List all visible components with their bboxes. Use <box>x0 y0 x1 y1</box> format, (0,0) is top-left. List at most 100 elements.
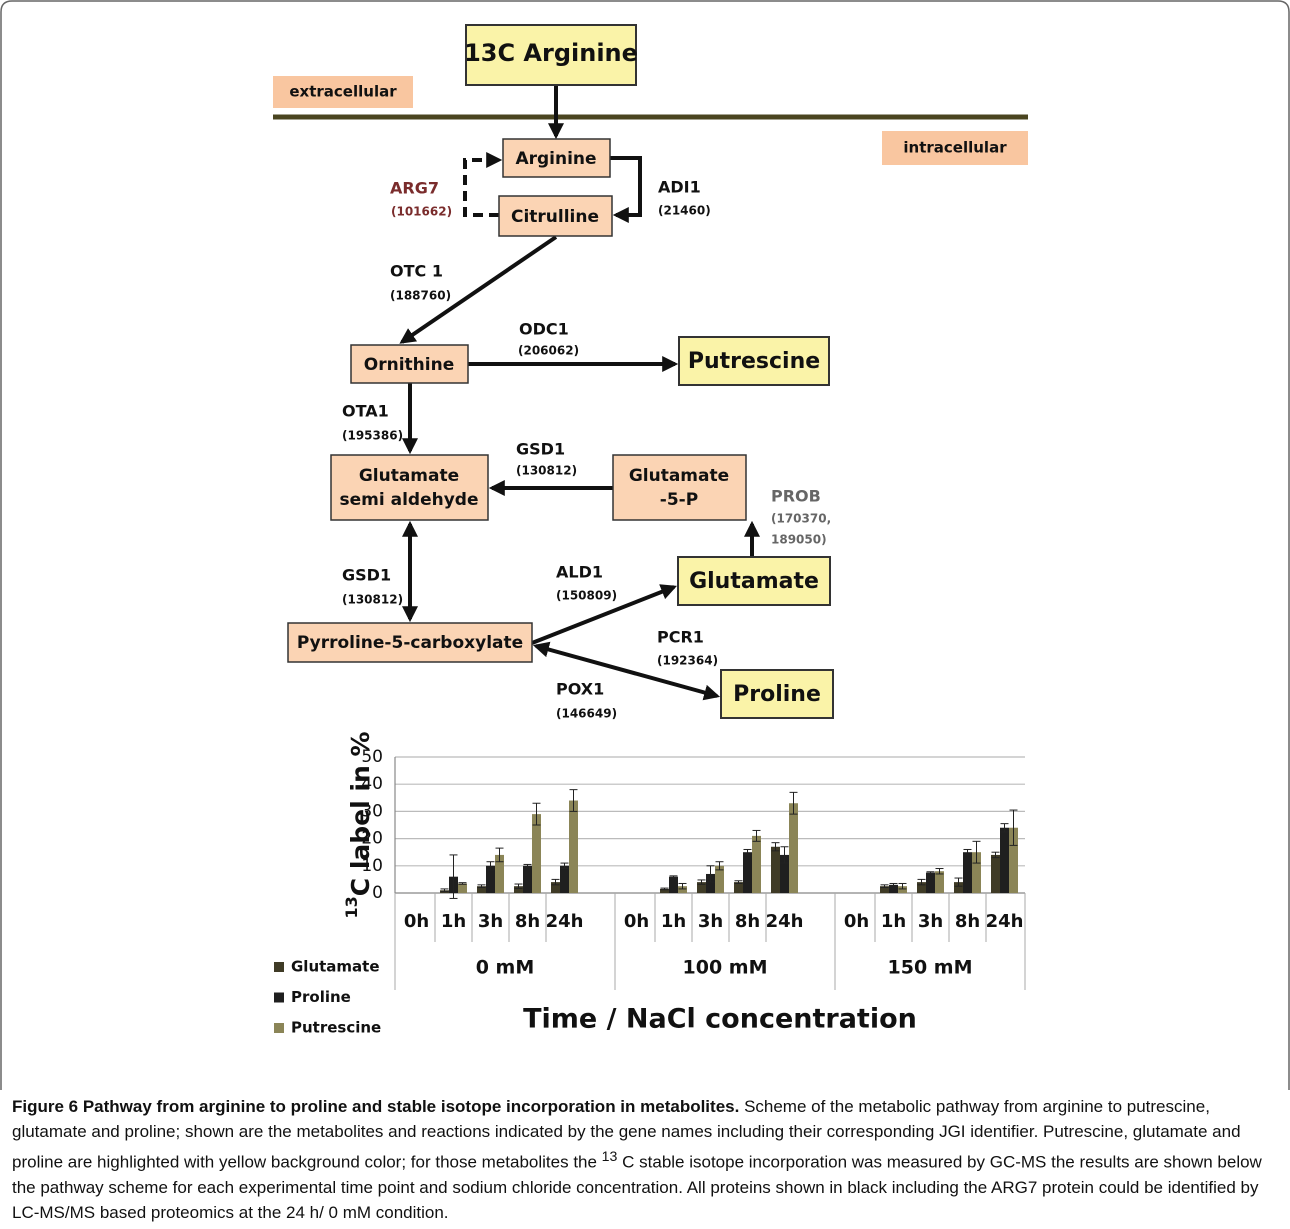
enzyme-name: OTA1 <box>342 402 389 421</box>
bar <box>963 852 972 893</box>
bar <box>991 854 1000 893</box>
arrow <box>531 584 677 645</box>
enzyme-name: PROB <box>771 487 821 506</box>
enzyme-id: (188760) <box>390 289 451 303</box>
enzyme-id: (21460) <box>658 204 711 218</box>
arrow <box>532 641 721 701</box>
x-tick-label: 0h <box>624 911 649 932</box>
x-tick-label: 0h <box>844 911 869 932</box>
bar <box>771 846 780 893</box>
x-tick-label: 0h <box>404 911 429 932</box>
legend-swatch <box>274 992 284 1003</box>
enzyme-name: GSD1 <box>342 566 391 585</box>
node-box <box>330 454 489 521</box>
bar <box>660 888 669 893</box>
enzyme-id: (206062) <box>518 344 579 358</box>
enzyme-name: ADI1 <box>658 178 701 197</box>
bar <box>954 882 963 893</box>
bar <box>477 886 486 893</box>
x-tick-label: 3h <box>698 911 723 932</box>
x-tick-label: 1h <box>661 911 686 932</box>
enzyme-name: PCR1 <box>657 628 704 647</box>
caption: Figure 6 Pathway from arginine to prolin… <box>12 1094 1280 1225</box>
enzyme-id: (101662) <box>391 205 452 219</box>
bar <box>780 854 789 893</box>
node-label: Glutamate <box>359 466 459 486</box>
bar <box>569 800 578 893</box>
x-tick-label: 8h <box>955 911 980 932</box>
node-label: Ornithine <box>364 355 454 375</box>
bar <box>514 886 523 893</box>
legend-swatch <box>274 1023 284 1033</box>
node-label: 13C Arginine <box>464 39 638 67</box>
bar <box>495 854 504 893</box>
enzyme-name: ODC1 <box>519 320 569 339</box>
y-tick-label: 30 <box>361 801 383 821</box>
arrow <box>463 152 503 217</box>
node-box <box>612 454 747 521</box>
x-tick-label: 8h <box>515 911 540 932</box>
node-label: semi aldehyde <box>340 490 479 510</box>
bar <box>926 872 935 893</box>
compartment-label: intracellular <box>903 139 1007 157</box>
bar <box>889 884 898 893</box>
x-tick-label: 1h <box>441 911 466 932</box>
node-label: Putrescine <box>688 349 820 374</box>
caption-title: Figure 6 Pathway from arginine to prolin… <box>12 1097 740 1116</box>
group-label: 100 mM <box>683 957 768 979</box>
bar <box>752 835 761 893</box>
compartment-label: extracellular <box>289 83 397 101</box>
bar <box>532 814 541 893</box>
bar <box>697 882 706 893</box>
enzyme-id: (146649) <box>556 707 617 721</box>
bar <box>1000 827 1009 893</box>
x-tick-label: 24h <box>986 911 1024 932</box>
bar <box>486 865 495 893</box>
bar <box>523 865 532 893</box>
bar <box>898 886 907 893</box>
bar <box>715 865 724 893</box>
enzyme-id: (130812) <box>342 593 403 607</box>
node-box <box>287 622 533 663</box>
bar <box>789 803 798 893</box>
bar <box>743 852 752 893</box>
y-tick-label: 40 <box>361 774 383 794</box>
caption-text: Scheme of the metabolic pathway from arg… <box>12 1097 1241 1172</box>
bar <box>678 886 687 893</box>
enzyme-name: ARG7 <box>390 179 439 198</box>
y-tick-label: 0 <box>372 883 383 903</box>
bar <box>935 871 944 893</box>
enzyme-id: (192364) <box>657 654 718 668</box>
chart: 0 10 20 30 40 50 0 mM 0h 1h 3h 8h 24h 100 mM 0h 1h 3h 8h… <box>274 747 1026 1037</box>
bar <box>551 882 560 893</box>
enzyme-name: ALD1 <box>556 563 603 582</box>
node-box <box>678 336 830 386</box>
node-box <box>350 344 469 384</box>
node-box <box>498 195 613 237</box>
bar <box>706 873 715 893</box>
caption-text: C stable isotope incorporation was measu… <box>12 1152 1262 1222</box>
bar <box>917 882 926 893</box>
caption-sup: 13 <box>601 1148 618 1165</box>
x-tick-label: 1h <box>881 911 906 932</box>
bar <box>734 882 743 893</box>
bar <box>458 883 467 893</box>
bar <box>880 886 889 893</box>
y-axis-title-sup: 13 <box>342 896 361 918</box>
arrow <box>610 156 642 223</box>
figure: extracellular intracellular 13C Arginine… <box>0 0 1290 1090</box>
enzyme-name: GSD1 <box>516 440 565 459</box>
node-box <box>465 24 637 86</box>
x-axis-title: Time / NaCl concentration <box>523 1004 917 1035</box>
node-label: Arginine <box>515 149 596 169</box>
bar <box>669 876 678 893</box>
enzyme-id: (130812) <box>516 464 577 478</box>
legend-label: Glutamate <box>291 958 380 976</box>
legend-swatch <box>274 962 284 972</box>
bar <box>972 852 981 893</box>
node-label: -5-P <box>660 490 698 510</box>
group-label: 0 mM <box>476 957 535 979</box>
compartment-box <box>273 76 413 108</box>
enzyme-name: OTC 1 <box>390 262 443 281</box>
enzyme-id: (150809) <box>556 589 617 603</box>
